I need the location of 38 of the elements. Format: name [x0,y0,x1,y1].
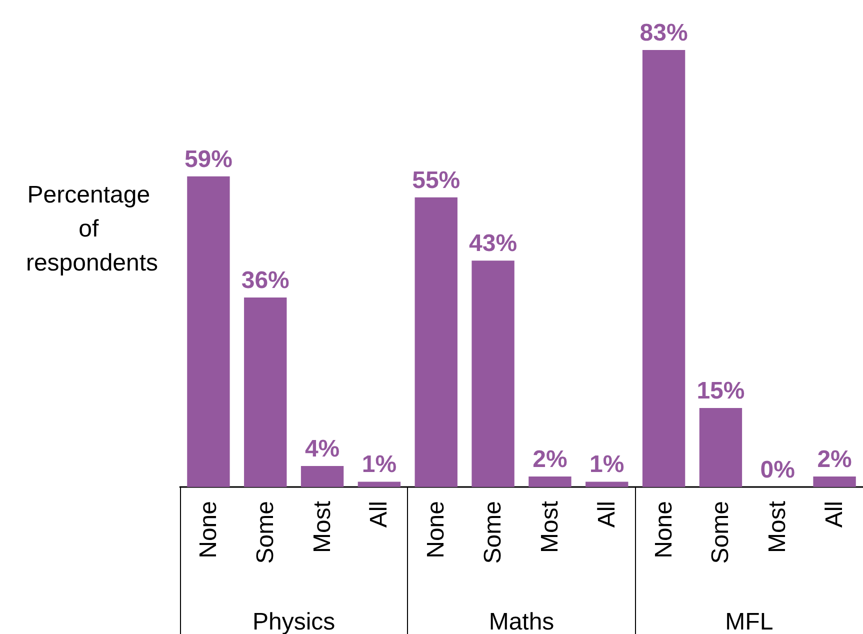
data-label: 4% [304,435,340,462]
x-tick-label: All [821,501,848,528]
data-label: 2% [817,446,852,473]
data-label: 36% [241,266,290,294]
y-axis-title: Percentage of respondents [26,182,158,276]
bar [528,476,572,487]
data-label: 15% [696,378,745,405]
x-tick-label: Most [536,500,564,554]
x-tick-label: Some [252,501,279,564]
x-tick-label: Most [764,500,792,554]
data-label: 1% [362,451,397,478]
data-label: 59% [184,146,232,173]
x-tick-label: None [650,501,678,558]
bar [699,408,742,487]
data-label: 55% [412,166,460,194]
bar [414,197,458,487]
x-tick-label: Some [480,501,507,564]
x-tick-label: All [366,501,393,528]
text: MFL [725,608,774,634]
x-tick-label: Most [308,500,336,554]
bar [642,50,686,487]
data-label: 83% [640,20,688,46]
bar [472,260,514,487]
data-label: 0% [760,456,795,484]
text: Maths [488,608,554,634]
data-label: 1% [590,451,624,478]
x-tick-label: None [194,501,222,558]
bar [244,297,287,487]
bar [813,476,856,487]
x-tick-label: Some [707,501,734,564]
bar [300,466,344,487]
bar [586,482,628,487]
x-tick-label: All [593,501,620,528]
bar [187,176,230,487]
data-label: 2% [532,446,568,473]
bar [358,482,401,487]
x-tick-label: None [422,501,450,558]
data-label: 43% [469,230,518,258]
